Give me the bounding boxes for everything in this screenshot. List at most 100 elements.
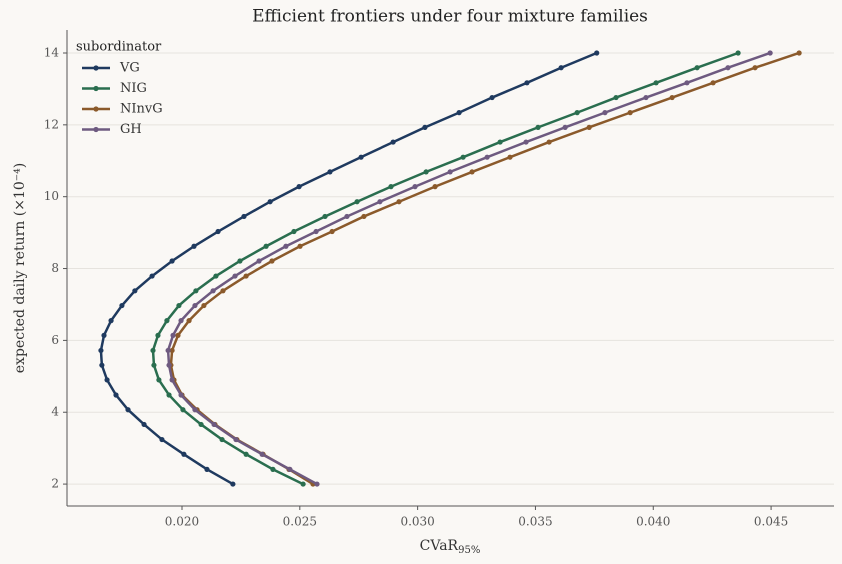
series-point: [388, 184, 394, 190]
series-point: [669, 94, 675, 101]
legend-marker: [93, 126, 99, 133]
series-point: [213, 273, 219, 279]
y-axis-label: expected daily return (×10⁻⁴): [12, 163, 28, 373]
series-point: [125, 407, 131, 413]
series-point: [725, 65, 731, 71]
series-point: [215, 228, 221, 235]
series-point: [710, 80, 716, 86]
series-point: [192, 407, 198, 413]
series-point: [329, 228, 335, 235]
x-axis-label-main: CVaR: [420, 538, 459, 554]
series-point: [562, 124, 568, 130]
series-point: [354, 199, 360, 205]
series-point: [232, 273, 238, 279]
x-axis-label: CVaR95%: [420, 538, 481, 556]
series-line: [166, 51, 771, 486]
x-tick-label: 0.035: [518, 515, 552, 529]
series-point: [237, 258, 243, 264]
series-point: [684, 80, 690, 86]
series-point: [180, 407, 186, 413]
series-point: [259, 451, 265, 457]
series-point: [159, 436, 165, 443]
series-point: [432, 184, 438, 190]
legend-label: GH: [120, 122, 142, 137]
series-point: [287, 466, 293, 472]
series-point: [176, 302, 182, 309]
series-point: [170, 332, 176, 338]
legend-marker: [93, 65, 99, 71]
series-point: [219, 436, 225, 443]
series-point: [241, 213, 247, 220]
series-point: [594, 50, 600, 56]
y-tick-label: 10: [44, 189, 59, 203]
series-point: [558, 65, 564, 71]
series-line: [151, 51, 739, 486]
series-point: [291, 228, 297, 235]
series-point: [396, 199, 402, 205]
series-point: [169, 258, 175, 264]
series-point: [390, 139, 396, 145]
series-point: [535, 124, 541, 130]
series-point: [191, 243, 197, 249]
series-point: [283, 243, 289, 249]
series-point: [752, 65, 758, 71]
series-point: [314, 481, 320, 487]
series-point: [358, 154, 364, 160]
series-point: [201, 302, 207, 309]
series-point: [586, 124, 592, 130]
series-point: [132, 288, 138, 294]
series-point: [322, 213, 328, 220]
series-point: [156, 377, 162, 383]
series-point: [256, 258, 262, 264]
series-point: [178, 392, 184, 398]
series-point: [694, 65, 700, 71]
series-point: [422, 124, 428, 130]
series-point: [263, 243, 269, 249]
series-point: [166, 362, 172, 368]
y-tick-label: 14: [44, 45, 60, 59]
series-point: [186, 318, 192, 324]
series-point: [151, 362, 157, 368]
y-tick-label: 4: [51, 405, 59, 419]
series-point: [456, 110, 462, 116]
series-point: [469, 169, 475, 175]
x-tick-label: 0.030: [400, 515, 434, 529]
series-point: [165, 347, 171, 354]
legend-marker: [93, 106, 99, 112]
series-point: [327, 169, 333, 175]
series-point: [141, 421, 147, 428]
series-point: [344, 213, 350, 220]
x-tick-label: 0.045: [754, 515, 788, 529]
x-tick-label: 0.040: [636, 515, 670, 529]
series-point: [269, 258, 275, 264]
series-point: [507, 154, 513, 160]
series-point: [602, 110, 608, 116]
y-tick-label: 12: [44, 117, 59, 131]
series-point: [300, 481, 306, 487]
series-line: [99, 51, 598, 486]
series-point: [113, 392, 119, 398]
series-point: [489, 94, 495, 101]
series-point: [243, 273, 249, 279]
series-point: [412, 184, 418, 190]
series-point: [270, 466, 276, 472]
series-point: [119, 302, 125, 309]
series-point: [204, 466, 210, 472]
series-point: [169, 347, 175, 354]
series-point: [767, 50, 773, 56]
series-point: [653, 80, 659, 86]
series-point: [149, 273, 155, 279]
series-point: [198, 421, 204, 428]
series-point: [164, 318, 170, 324]
series-point: [169, 377, 175, 383]
y-tick-label: 8: [51, 261, 59, 275]
series-point: [104, 377, 110, 383]
series-point: [613, 94, 619, 101]
series-point: [313, 228, 319, 235]
x-tick-label: 0.020: [165, 515, 199, 529]
series-point: [523, 139, 529, 145]
series-point: [155, 332, 161, 338]
series-point: [178, 318, 184, 324]
